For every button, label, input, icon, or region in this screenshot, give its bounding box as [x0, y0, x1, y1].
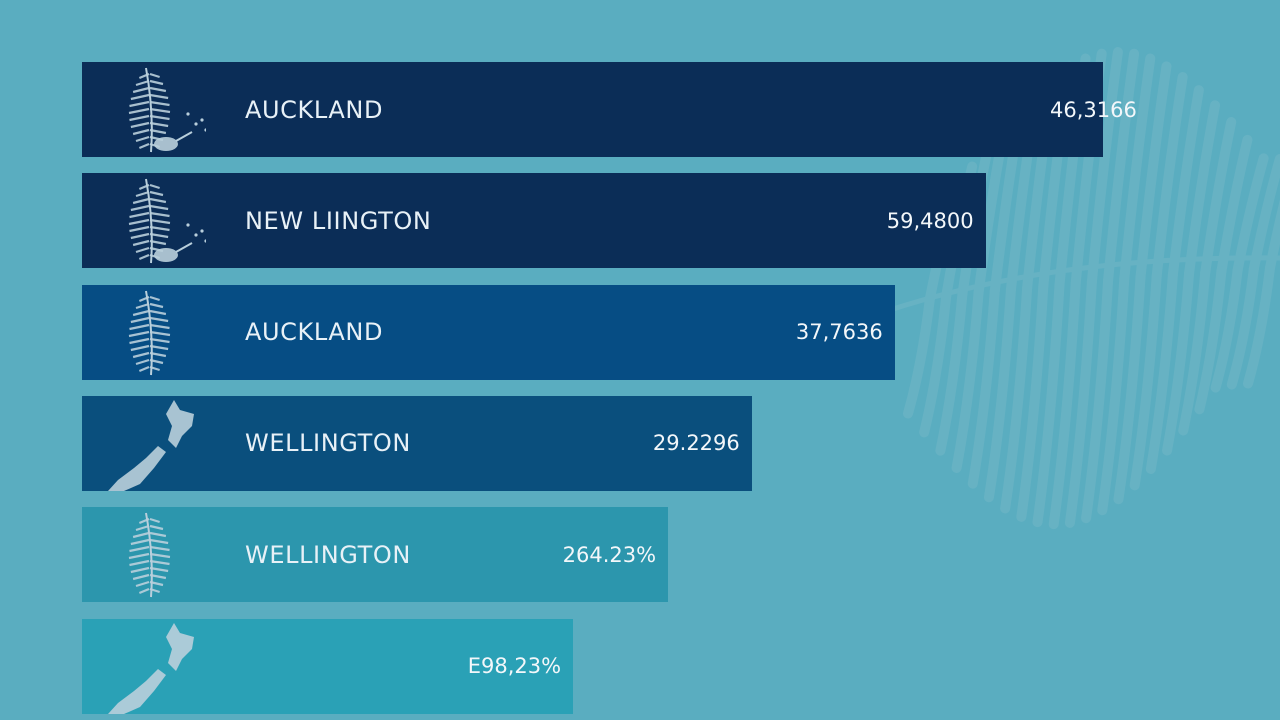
bar: NEW LIINGTON 59,4800 [82, 173, 986, 269]
fern-icon [128, 513, 171, 598]
fern-icon [128, 290, 171, 375]
bar-value-label: E98,23% [467, 654, 562, 678]
bar-label: WELLINGTON [245, 540, 411, 569]
bar-label: WELLINGTON [245, 429, 411, 458]
bar-value-label: 46,3166 [1050, 97, 1137, 122]
bar-label: AUCKLAND [245, 318, 384, 347]
nz-map-icon [108, 399, 194, 491]
bar: E98,23% [82, 618, 574, 714]
bar: WELLINGTON 29.2296 [82, 395, 752, 491]
bar-label: NEW LIINGTON [245, 206, 432, 235]
bar: AUCKLAND 46,3166 [82, 62, 1137, 157]
bar-value-label: 59,4800 [886, 208, 974, 233]
fern-kiwi-icon [128, 67, 206, 153]
bar: AUCKLAND 37,7636 [82, 284, 895, 380]
bar-value-label: 29.2296 [652, 431, 740, 456]
fern-kiwi-icon [128, 179, 206, 264]
bar-value-label: 264.23% [562, 542, 657, 567]
bar-value-label: 37,7636 [795, 320, 883, 345]
bar-label: AUCKLAND [245, 95, 384, 124]
nz-map-icon [108, 622, 194, 714]
bar: WELLINGTON 264.23% [82, 507, 669, 603]
